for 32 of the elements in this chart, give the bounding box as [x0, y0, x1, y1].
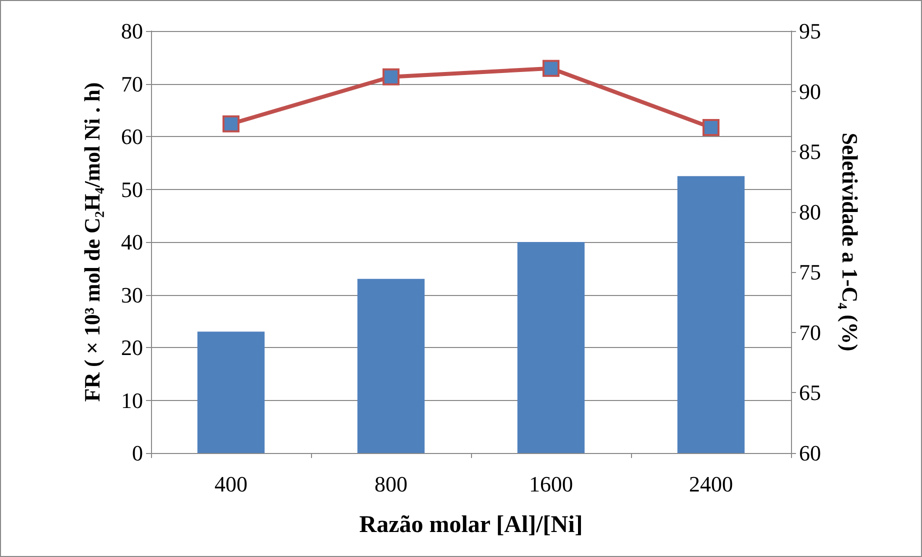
point: [382, 68, 400, 86]
point: [702, 118, 720, 136]
y-tick-label: 70: [121, 71, 143, 96]
y2-tick-label: 75: [799, 260, 821, 285]
y-tick-label: 40: [121, 230, 143, 254]
y2-tick-label: 65: [799, 380, 821, 406]
y-tick-label: 50: [121, 176, 143, 202]
y-tick-label: 10: [121, 388, 143, 413]
y-tick-label: 0: [132, 440, 143, 466]
x-axis-title: Razão molar [Al]/[Ni]: [359, 512, 583, 538]
x-tick-label: 1600: [529, 472, 573, 496]
y2-axis-title: Seletividade a 1-C₄ (%): [838, 132, 862, 352]
x-tick-label: 400: [214, 472, 248, 496]
y2-tick-label: 95: [799, 18, 821, 44]
y-axis-title: FR ( × 10³ mol de C₂H₄/mol Ni . h): [80, 82, 104, 402]
point: [222, 115, 240, 132]
y2-tick-label: 70: [799, 320, 821, 345]
bar: [677, 176, 745, 453]
x-tick-label: 2400: [689, 472, 733, 496]
bar: [357, 278, 425, 453]
bar: [517, 242, 585, 453]
y2-tick-label: 85: [799, 139, 821, 164]
y-tick-label: 80: [121, 18, 143, 44]
x-tick-label: 800: [374, 472, 408, 496]
y2-tick-label: 60: [799, 440, 821, 466]
y-tick-label: 30: [121, 282, 143, 308]
bar: [197, 332, 265, 453]
point: [542, 60, 560, 77]
y-tick-label: 20: [121, 335, 143, 360]
y-tick-label: 60: [121, 124, 143, 149]
y2-tick-label: 80: [799, 199, 821, 224]
y2-tick-label: 90: [799, 78, 821, 104]
